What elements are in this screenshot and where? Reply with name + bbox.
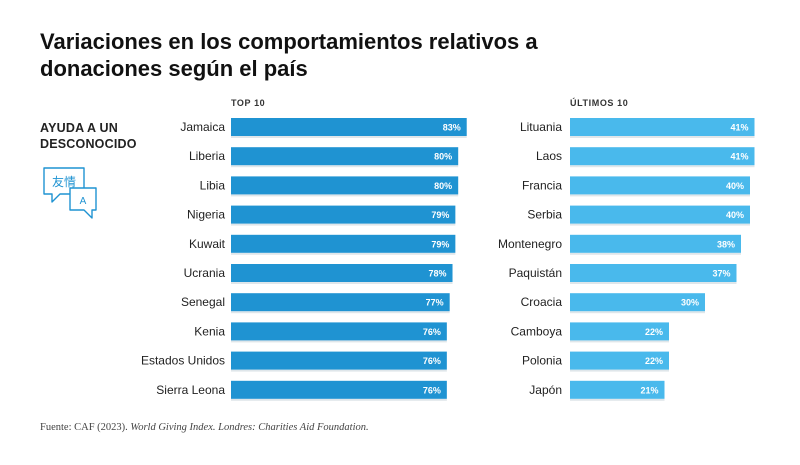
bottom10-bar-2 [570,176,750,195]
section-label: AYUDA A UN DESCONOCIDO [40,120,170,152]
top10-bar-shadow-8 [231,369,447,372]
bottom10-bar-shadow-8 [570,369,669,372]
source-prefix: Fuente: CAF (2023). [40,422,131,433]
top10-bar-8 [231,351,447,370]
bottom10-header: ÚLTIMOS 10 [570,98,629,108]
top10-bar-shadow-7 [231,340,447,343]
bottom10-bar-9 [570,380,665,399]
bottom10-bar-6 [570,293,705,312]
bottom10-category-label-0: Lituania [520,120,562,134]
top10-bar-5 [231,264,453,282]
bottom10-bar-4 [570,234,741,253]
top10-category-label-2: Libia [200,178,226,192]
bottom10-value-label-7: 22% [645,327,663,337]
bottom10-bar-shadow-5 [570,282,737,284]
top10-value-label-6: 77% [426,298,444,308]
top10-bar-9 [231,380,447,399]
bottom10-value-label-2: 40% [726,181,744,191]
top10-category-label-5: Ucrania [184,266,226,280]
bottom10-bar-shadow-2 [570,194,750,197]
top10-bar-shadow-9 [231,398,447,401]
top10-value-label-9: 76% [423,385,441,395]
bottom10-value-label-5: 37% [712,269,730,279]
top10-bar-3 [231,205,456,224]
translation-letter: A [80,196,87,207]
top10-bar-shadow-3 [231,223,456,226]
section-label-line-2: DESCONOCIDO [40,137,137,151]
top10-bar-shadow-6 [231,311,450,314]
bottom10-value-label-3: 40% [726,210,744,220]
chart-title-line-2: donaciones según el país [40,56,308,81]
top10-bar-shadow-0 [231,136,467,138]
top10-category-label-6: Senegal [181,295,225,309]
top10-value-label-4: 79% [431,239,449,249]
top10-value-label-8: 76% [423,356,441,366]
translation-glyph: 友情 [52,175,76,189]
translation-chat-icon: 友情 A [40,166,100,224]
top10-value-label-3: 79% [431,210,449,220]
top10-value-label-2: 80% [434,181,452,191]
top10-bar-1 [231,147,459,166]
top10-bar-4 [231,234,456,253]
top10-category-label-3: Nigeria [187,208,225,222]
top10-category-label-9: Sierra Leona [156,383,225,397]
bottom10-bar-3 [570,205,750,224]
bottom10-category-label-6: Croacia [521,295,563,309]
chart-title-line-1: Variaciones en los comportamientos relat… [40,29,538,54]
bottom10-bar-shadow-4 [570,252,741,255]
bottom10-category-label-4: Montenegro [498,237,562,251]
top10-header: TOP 10 [231,98,266,108]
bottom10-bar-5 [570,264,737,282]
bottom10-value-label-0: 41% [730,123,748,133]
top10-category-label-8: Estados Unidos [141,354,225,368]
bottom10-bar-shadow-7 [570,340,669,343]
bottom10-bar-7 [570,322,669,341]
bottom10-value-label-4: 38% [717,239,735,249]
top10-value-label-5: 78% [429,269,447,279]
bottom10-bar-8 [570,351,669,370]
top10-value-label-0: 83% [443,123,461,133]
bottom10-category-label-8: Polonia [522,354,562,368]
section-label-line-1: AYUDA A UN [40,121,118,135]
top10-bar-shadow-4 [231,252,456,255]
source-work: World Giving Index. Londres: Charities A… [130,422,369,433]
top10-bar-7 [231,322,447,341]
top10-bar-2 [231,176,459,195]
bottom10-category-label-2: Francia [522,178,562,192]
bottom10-value-label-6: 30% [681,298,699,308]
bottom10-category-label-3: Serbia [527,208,562,222]
bottom10-bar-shadow-1 [570,165,755,168]
top10-bar-shadow-1 [231,165,459,168]
bottom10-value-label-1: 41% [730,152,748,162]
bottom10-category-label-5: Paquistán [509,266,562,280]
top10-bar-6 [231,293,450,312]
bottom10-category-label-9: Japón [529,383,562,397]
bottom10-bar-shadow-9 [570,398,665,401]
top10-value-label-7: 76% [423,327,441,337]
bottom10-category-label-1: Laos [536,149,562,163]
top10-category-label-1: Liberia [189,149,225,163]
bottom10-bar-shadow-3 [570,223,750,226]
source-note: Fuente: CAF (2023). World Giving Index. … [40,422,369,433]
top10-category-label-0: Jamaica [180,120,225,134]
bottom10-category-label-7: Camboya [511,324,563,338]
top10-bar-shadow-5 [231,282,453,284]
bottom10-value-label-9: 21% [640,385,658,395]
bottom10-bar-1 [570,147,755,166]
top10-category-label-7: Kenia [194,324,225,338]
top10-bar-0 [231,118,467,136]
top10-bar-shadow-2 [231,194,459,197]
bottom10-bar-shadow-6 [570,311,705,314]
bottom10-bar-shadow-0 [570,136,755,138]
top10-category-label-4: Kuwait [189,237,226,251]
top10-value-label-1: 80% [434,152,452,162]
chart-title: Variaciones en los comportamientos relat… [40,28,740,82]
bottom10-bar-0 [570,118,755,136]
bottom10-value-label-8: 22% [645,356,663,366]
